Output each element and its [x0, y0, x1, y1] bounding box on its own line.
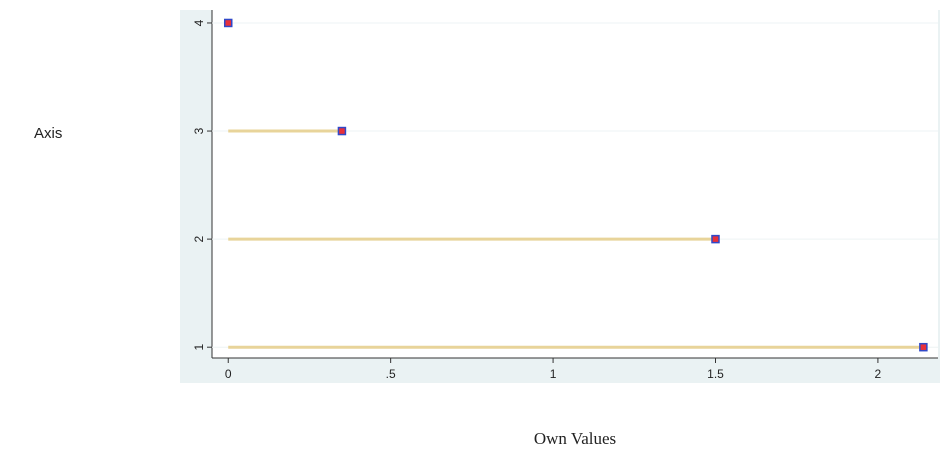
marker — [337, 126, 347, 136]
x-axis-title: Own Values — [534, 429, 616, 448]
y-tick-label: 3 — [192, 127, 206, 134]
x-tick-label: .5 — [386, 367, 396, 381]
x-tick-label: 0 — [225, 367, 232, 381]
y-tick-label: 2 — [192, 235, 206, 242]
x-tick-label: 1 — [550, 367, 557, 381]
x-tick-label: 1.5 — [707, 367, 724, 381]
marker — [223, 18, 233, 28]
y-tick-label: 4 — [192, 19, 206, 26]
plot-region — [212, 10, 938, 358]
y-tick-label: 1 — [192, 344, 206, 351]
marker — [711, 234, 720, 244]
y-axis-title: Axis — [34, 125, 62, 142]
x-tick-label: 2 — [875, 367, 882, 381]
marker — [919, 342, 928, 352]
